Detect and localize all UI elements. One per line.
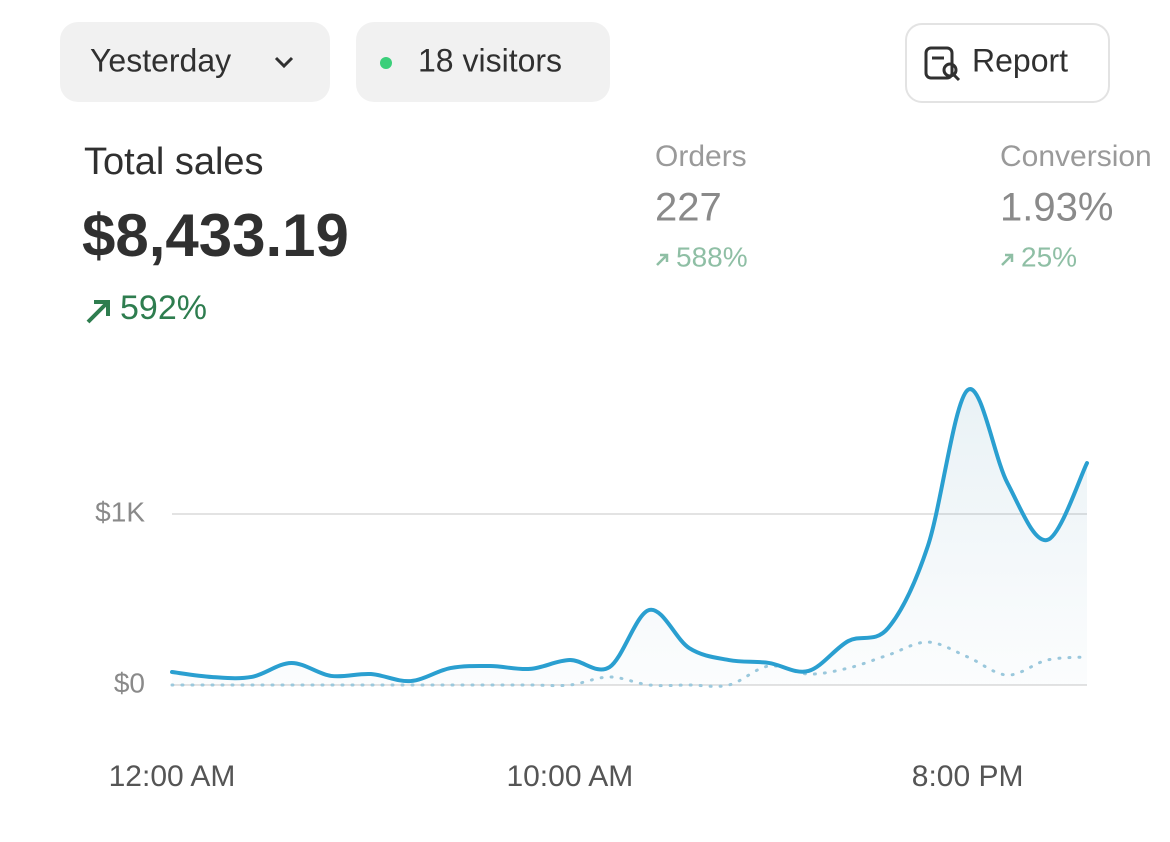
y-tick-label: $0 xyxy=(114,667,145,698)
chevron xyxy=(274,56,294,69)
report-icon xyxy=(924,46,961,82)
x-tick-label: 8:00 PM xyxy=(912,760,1024,793)
live-dot xyxy=(380,57,392,69)
line xyxy=(170,387,1089,684)
x-tick-label: 12:00 AM xyxy=(109,760,236,793)
area xyxy=(172,389,1087,685)
metric-change: 592% xyxy=(120,289,207,327)
report-button[interactable] xyxy=(905,23,1110,103)
report-label: Report xyxy=(972,42,1068,78)
metric-title: Total sales xyxy=(84,141,264,183)
metric-title: Conversion xyxy=(1000,140,1152,173)
metric-value: 227 xyxy=(655,186,722,230)
up-arrow xyxy=(1001,253,1014,266)
metric-change: 25% xyxy=(1021,241,1077,272)
visitors-pill[interactable] xyxy=(356,22,610,102)
up-arrow xyxy=(656,253,669,266)
metric-value: $8,433.19 xyxy=(82,202,349,269)
metric-title: Orders xyxy=(655,140,747,173)
y-tick-label: $1K xyxy=(95,496,145,527)
chart: $0 $1K 12:00 AM 10:00 AM 8:00 PM xyxy=(95,387,1089,793)
metric-value: 1.93% xyxy=(1000,186,1113,230)
metric-change: 588% xyxy=(676,241,748,272)
period-button[interactable] xyxy=(60,22,330,102)
up-arrow xyxy=(86,300,110,324)
visitors-label: 18 visitors xyxy=(418,42,562,78)
x-tick-label: 10:00 AM xyxy=(506,760,633,793)
period-label: Yesterday xyxy=(90,42,231,78)
